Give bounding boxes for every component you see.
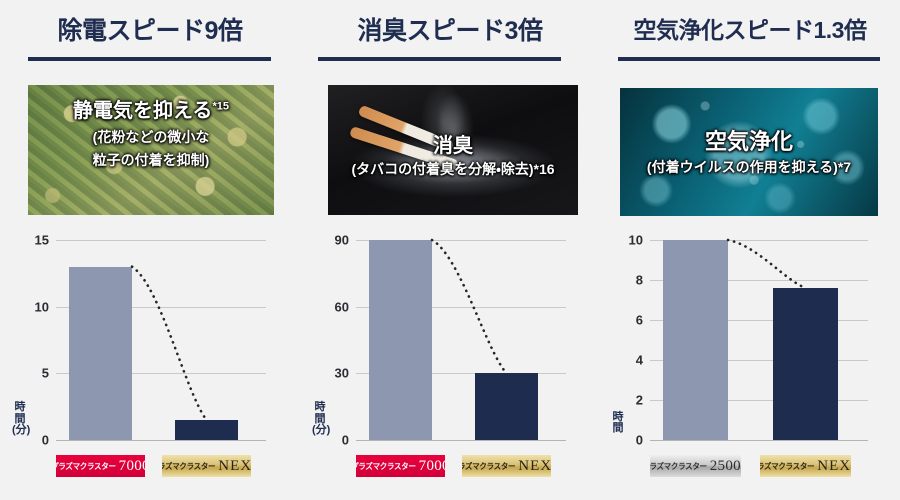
y-axis-tick-label: 30 xyxy=(334,365,349,381)
badge-model-text: 25000 xyxy=(709,457,741,474)
gridline: 0 xyxy=(42,433,266,448)
panel-deodorization: 消臭スピード3倍 消臭 (タバコの付着臭を分解・除去)*16 時 間 (分) 0… xyxy=(300,0,600,500)
y-axis-tick-label: 0 xyxy=(41,432,49,448)
hero-image-virus: 空気浄化 (付着ウイルスの作用を抑える)*7 xyxy=(620,88,878,216)
bar-next xyxy=(175,420,238,440)
badge-brand-text: プラズマクラスター xyxy=(760,461,815,471)
y-axis-tick-label: 0 xyxy=(341,432,349,448)
hero-image-cedar: 静電気を抑える*15 (花粉などの微小な 粒子の付着を抑制) xyxy=(28,85,274,215)
y-axis-tick-label: 2 xyxy=(635,392,643,408)
smoke-wisp xyxy=(440,91,474,139)
y-axis-tick-label: 0 xyxy=(635,432,643,448)
legend-badge-7000: プラズマクラスター7000 xyxy=(56,455,145,477)
bar-next xyxy=(475,373,538,440)
hero-image-ashtray: 消臭 (タバコの付着臭を分解・除去)*16 xyxy=(328,85,578,215)
legend-badge-7000: プラズマクラスター7000 xyxy=(356,455,445,477)
badge-model-text: 7000 xyxy=(118,457,145,474)
bar-next xyxy=(773,288,838,440)
panel-headline: 消臭スピード3倍 xyxy=(357,17,543,45)
plot-area: 0 2 4 6 8 10 xyxy=(629,233,868,448)
badge-model-text: NEXT xyxy=(518,457,551,474)
gridline: 6 xyxy=(636,313,868,328)
chart-deodorization: 時 間 (分) 0 30 60 90 xyxy=(300,232,600,448)
badge-model-text: NEXT xyxy=(218,457,251,474)
gridline: 4 xyxy=(636,353,868,368)
y-axis-tick-label: 10 xyxy=(34,299,49,315)
cigarette-ashtray-photo xyxy=(328,85,578,215)
plot-area: 0 30 60 90 xyxy=(335,233,566,448)
badge-brand-text: プラズマクラスター xyxy=(56,461,116,471)
badge-brand-text: プラズマクラスター xyxy=(162,461,216,471)
legend-badge-next: プラズマクラスターNEXT xyxy=(760,455,851,477)
gridline: 0 xyxy=(636,433,868,448)
bar-baseline xyxy=(663,240,728,440)
bar-baseline xyxy=(369,240,432,440)
legend-badge-25000: プラズマクラスター25000 xyxy=(650,455,741,477)
panel-headline: 除電スピード9倍 xyxy=(57,17,243,45)
headline-underline xyxy=(318,57,561,61)
gridline: 2 xyxy=(636,393,868,408)
y-axis-tick-label: 90 xyxy=(334,232,349,248)
y-axis-tick-label: 5 xyxy=(41,365,49,381)
gridline: 15 xyxy=(35,233,266,248)
legend-badge-next: プラズマクラスターNEXT xyxy=(462,455,551,477)
headline-underline xyxy=(28,57,271,61)
badge-brand-text: プラズマクラスター xyxy=(356,461,416,471)
badge-model-text: 7000 xyxy=(418,457,445,474)
y-axis-unit-label: 時 間 (分) xyxy=(312,401,331,437)
badge-brand-text: プラズマクラスター xyxy=(462,461,516,471)
y-axis-tick-label: 60 xyxy=(334,299,349,315)
bar-baseline xyxy=(69,266,132,440)
legend-badge-next: プラズマクラスターNEXT xyxy=(162,455,251,477)
cedar-pollen-photo xyxy=(28,85,274,215)
gridline: 0 xyxy=(342,433,566,448)
panel-air-purification: 空気浄化スピード1.3倍 空気浄化 (付着ウイルスの作用を抑える)*7 時 間 … xyxy=(600,0,900,500)
y-axis-tick-label: 4 xyxy=(635,352,643,368)
badge-brand-text: プラズマクラスター xyxy=(650,461,707,471)
panel-static-removal: 除電スピード9倍 静電気を抑える*15 (花粉などの微小な 粒子の付着を抑制) … xyxy=(0,0,300,500)
badge-model-text: NEXT xyxy=(817,457,851,474)
y-axis-tick-label: 8 xyxy=(635,272,643,288)
y-axis-unit-label: 時 間 xyxy=(612,410,624,435)
y-axis-unit-label: 時 間 (分) xyxy=(12,401,31,437)
panel-headline: 空気浄化スピード1.3倍 xyxy=(633,17,867,43)
y-axis-tick-label: 10 xyxy=(628,232,643,248)
y-axis-tick-label: 15 xyxy=(34,232,49,248)
plot-area: 0 5 10 15 xyxy=(35,233,266,448)
headline-underline xyxy=(618,57,880,61)
virus-particles-photo xyxy=(620,88,878,216)
chart-static-removal: 時 間 (分) 0 5 10 15 xyxy=(0,232,300,448)
y-axis-tick-label: 6 xyxy=(635,312,643,328)
chart-air-purification: 時 間 0 2 4 6 8 10 xyxy=(600,232,900,448)
